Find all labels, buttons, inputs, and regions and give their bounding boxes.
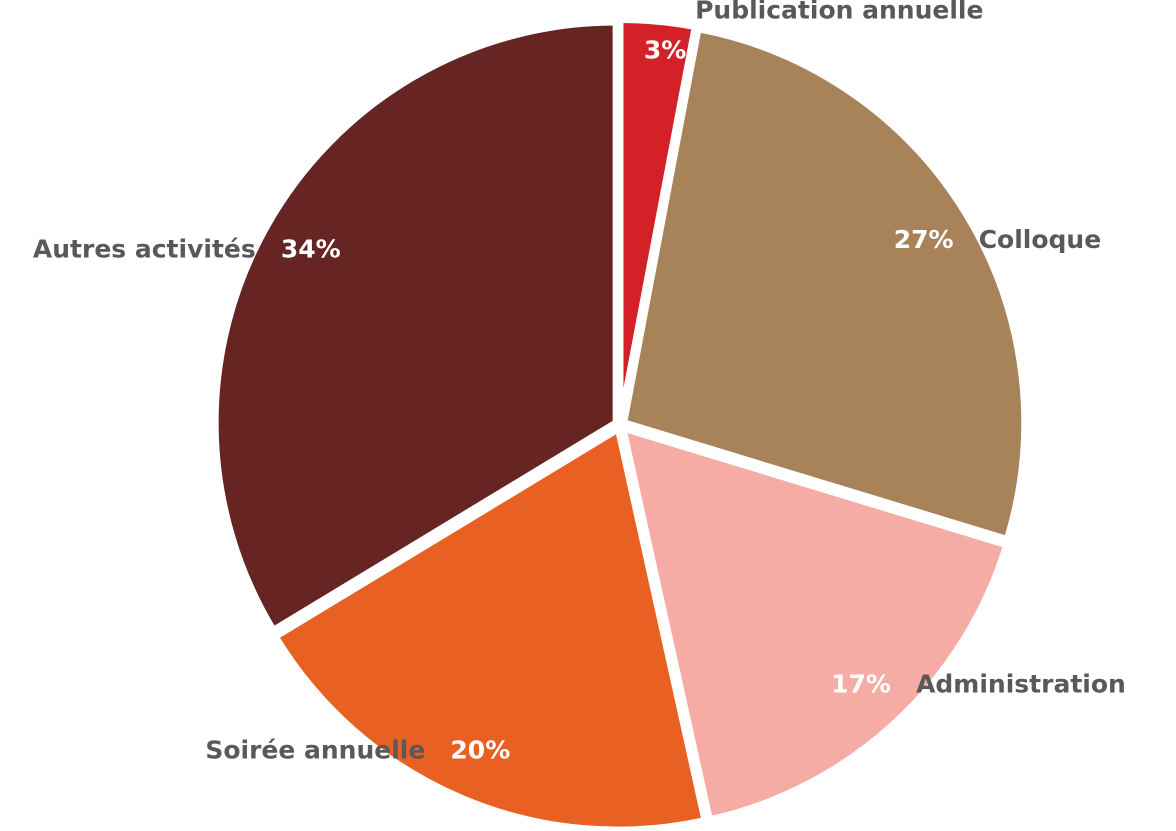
value-label: 3% [644,36,686,65]
pie-slice [617,17,699,421]
value-label: 20% [450,735,510,764]
category-label: Soirée annuelle [205,735,425,764]
pie-slice [620,25,1028,543]
pie-slice [212,19,619,634]
value-label: 34% [281,235,341,264]
value-label: 27% [894,225,954,254]
category-label: Autres activités [33,235,256,264]
category-label: Publication annuelle [695,0,983,25]
category-label: Administration [916,670,1126,699]
pie-slice [619,424,1010,823]
value-label: 17% [831,670,891,699]
category-label: Colloque [979,225,1101,254]
pie-slice [271,424,709,831]
